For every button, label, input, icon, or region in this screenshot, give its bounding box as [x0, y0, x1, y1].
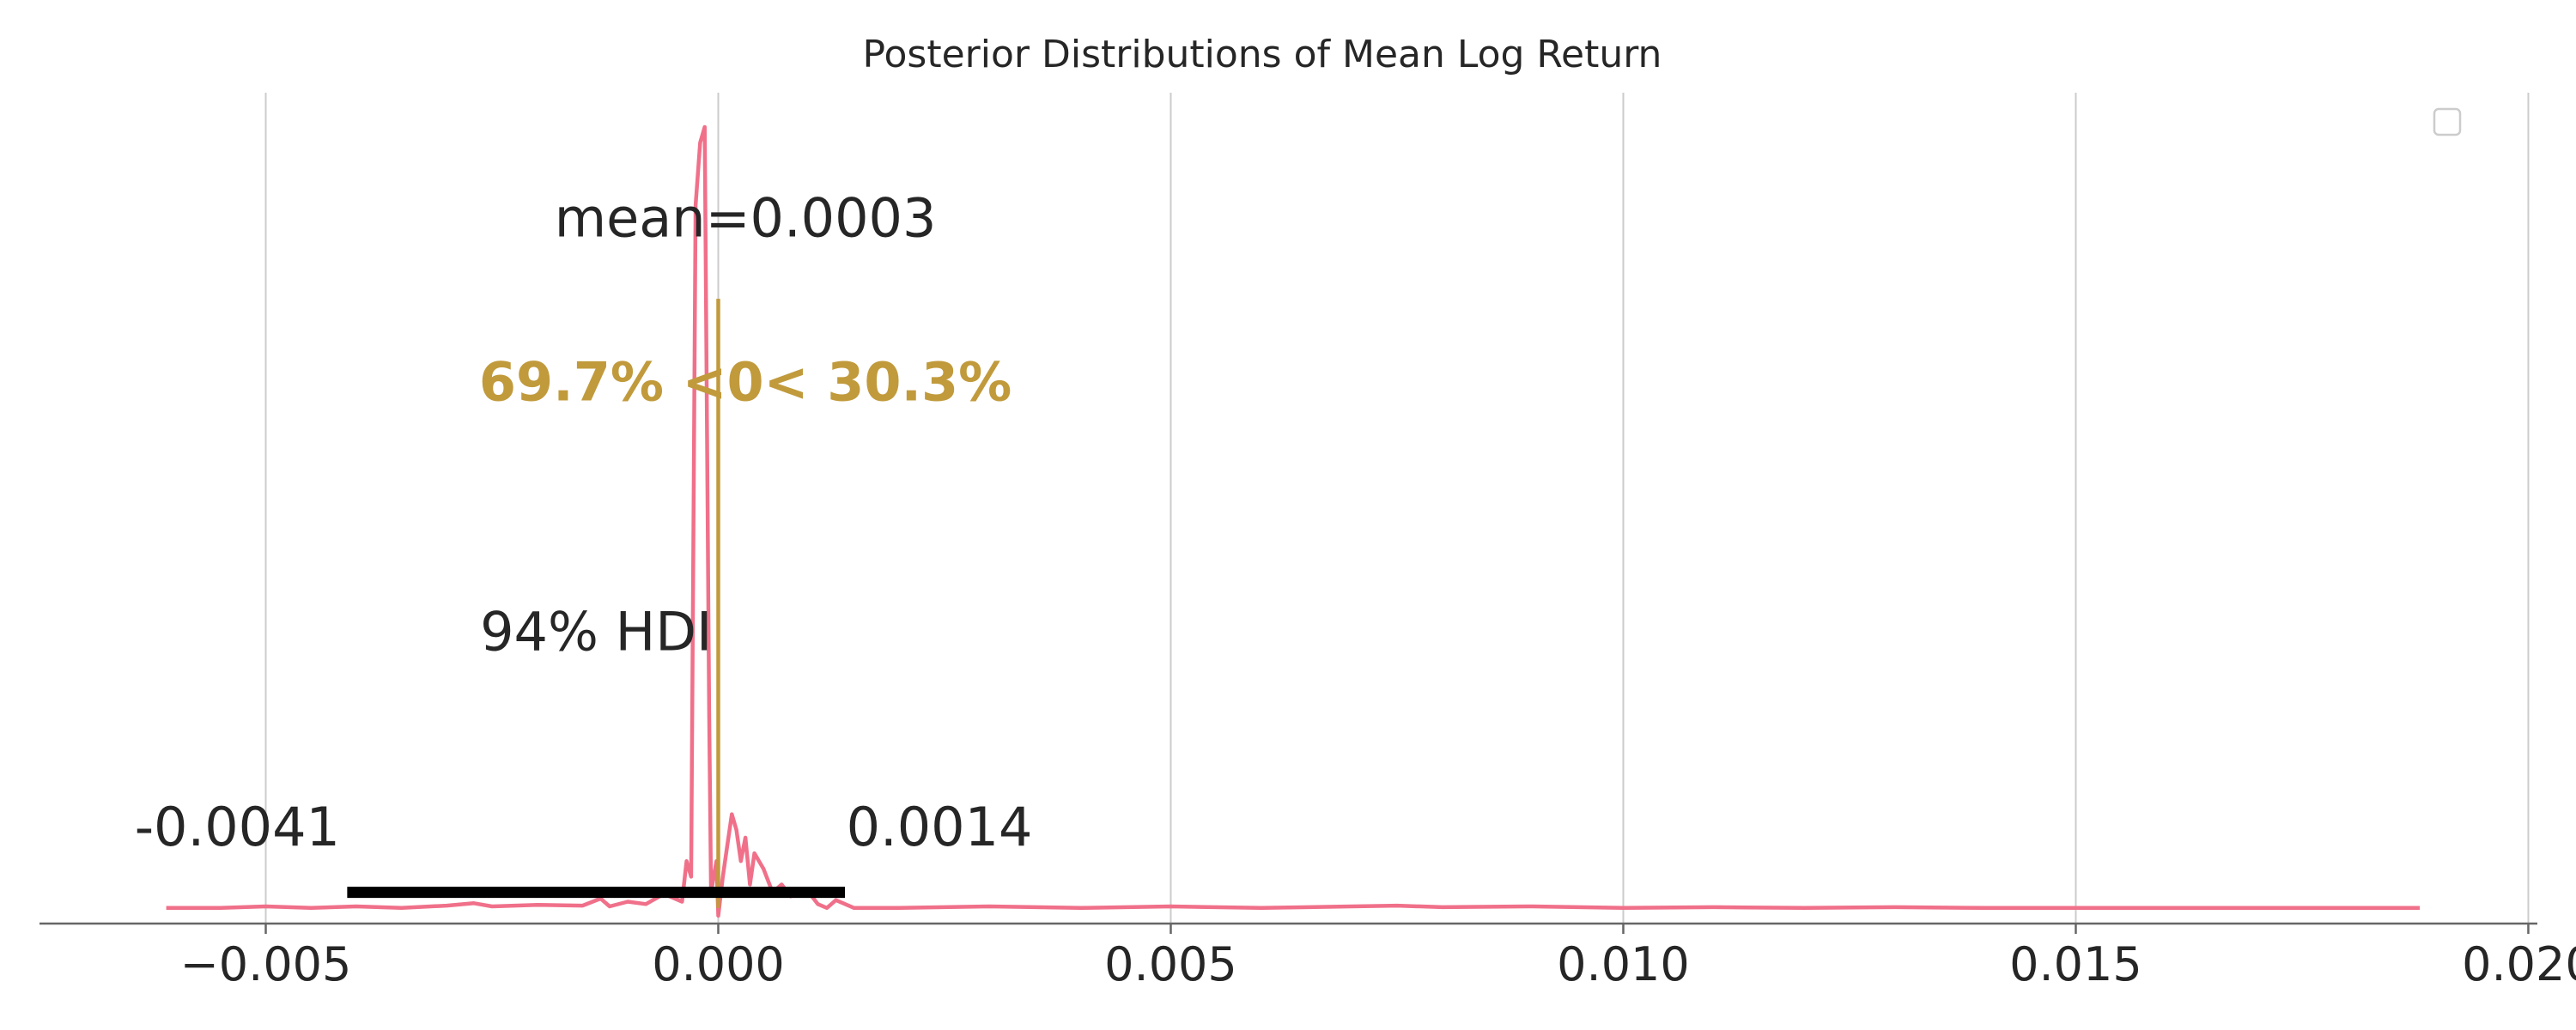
x-tick-label: 0.005: [1104, 937, 1237, 991]
x-tick-label: −0.005: [180, 937, 352, 991]
posterior-density-line: [166, 124, 2420, 918]
x-axis-ticks: −0.005 0.000 0.005 0.010 0.015 0.020: [180, 924, 2576, 991]
chart-title: Posterior Distributions of Mean Log Retu…: [863, 33, 1662, 76]
hdi-high-value: 0.0014: [847, 796, 1033, 858]
x-tick-label: 0.015: [2009, 937, 2142, 991]
x-tick-label: 0.000: [652, 937, 785, 991]
x-tick-label: 0.010: [1557, 937, 1690, 991]
series-layer: [166, 124, 2420, 918]
hdi-low-value: -0.0041: [135, 796, 340, 858]
mean-annotation: mean=0.0003: [555, 186, 937, 249]
reference-annotation: 69.7% <0< 30.3%: [479, 350, 1012, 413]
hdi-annotation: 94% HDI: [480, 601, 712, 663]
annotations: mean=0.0003 69.7% <0< 30.3% 94% HDI -0.0…: [135, 186, 1033, 858]
x-tick-label: 0.020: [2462, 937, 2576, 991]
grid-lines: [264, 93, 2530, 924]
legend-box: [2433, 107, 2462, 136]
